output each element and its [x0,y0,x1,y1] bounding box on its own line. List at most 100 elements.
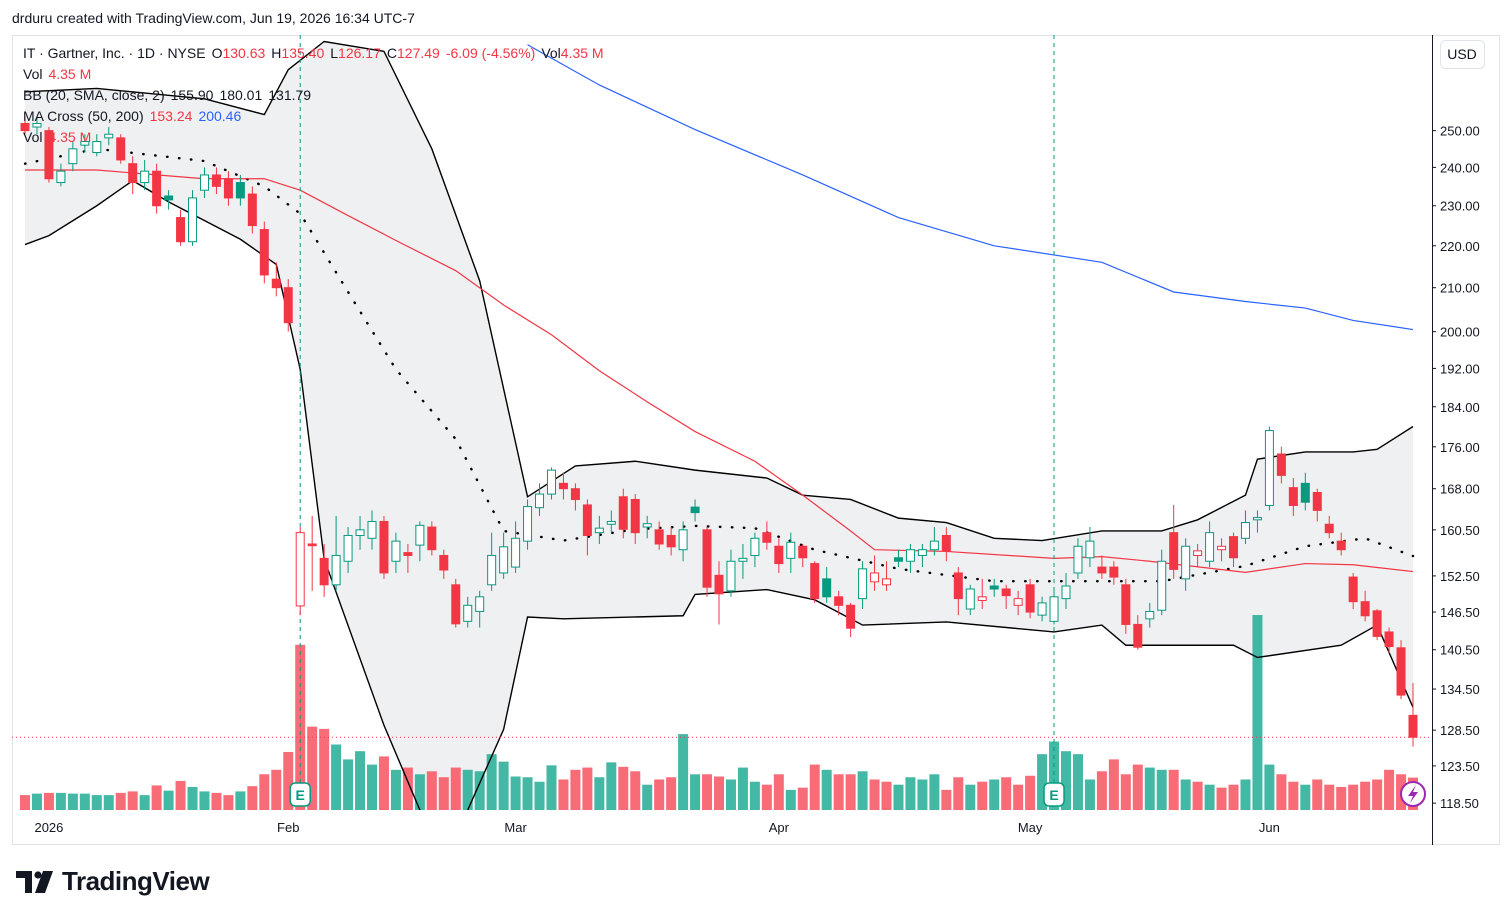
y-tick-label: 220.00 [1440,239,1480,254]
volume-bar [1336,786,1347,810]
ohlc: O130.63 H135.40 L126.17 C127.49 [212,43,440,64]
ohlc-value: 135.40 [281,45,325,61]
ohlc-key: O [211,45,223,61]
volume-bar [881,781,892,810]
candle-body [1312,491,1322,511]
candle-body [1408,714,1418,738]
y-tick-label: 210.00 [1440,281,1480,296]
indicator-list: Vol 4.35 M BB (20, SMA, close, 2) 155.90 180… [23,64,604,148]
volume-bar [714,776,724,810]
indicator-row: Vol 4.35 M [23,127,604,148]
volume-bar [1013,784,1024,810]
ohlc-item: L126.17 [330,43,381,64]
volume-bar [103,795,114,810]
candle-body [1145,610,1155,620]
volume-bar [1061,751,1071,810]
candle-body [235,182,245,199]
volume-bar [749,781,760,810]
volume-bar [187,786,198,810]
y-tick-label: 240.00 [1440,160,1480,175]
volume-bar [498,761,509,810]
earnings-badge [289,782,311,807]
y-tick-label: 168.00 [1440,482,1480,497]
volume-bar [1204,784,1215,810]
volume-bar [355,751,366,810]
candle-body [56,170,66,184]
volume-bar [1348,784,1359,810]
ohlc-key: C [386,45,397,61]
candle-body [343,534,353,562]
candle-body [1181,545,1191,580]
moving-average [527,44,1414,331]
ohlc-key: H [271,45,282,61]
candle-body [1193,550,1203,556]
candle-body [403,552,413,556]
volume-bar [642,784,653,810]
candle-body [283,287,293,324]
volume-bar [869,779,880,810]
candle-body [630,498,640,534]
candle-body [439,554,449,571]
indicator-name: MA Cross (50, 200) [23,108,144,124]
candle-body [140,170,150,184]
volume-bar [618,766,629,810]
symbol: IT · Gartner, Inc. · 1D · NYSE [23,45,206,61]
candle-body [295,532,305,607]
volume-bar [1288,781,1299,810]
ohlc-key: L [330,45,339,61]
candle-body [582,504,592,536]
volume-bar [1300,784,1311,810]
candle-body [1229,536,1239,559]
candle-body [1276,453,1286,476]
alert-bolt[interactable] [1408,785,1418,803]
earnings-badge [1043,782,1065,807]
volume-value: 4.35 M [560,45,604,61]
volume-bar [1372,779,1383,810]
x-tick-label: Jun [1259,820,1280,835]
volume-bar [905,777,916,810]
candle-body [259,229,269,276]
candle-body [822,578,832,598]
candle-body [882,578,892,586]
credit: drduru created with TradingView.com, Jun… [12,10,415,26]
candle-body [798,545,808,559]
candle-body [1240,522,1250,539]
indicator-name: Vol [23,66,43,82]
y-tick-label: 152.50 [1440,569,1480,584]
candle-body [917,549,927,556]
volume-bar [235,791,246,810]
x-tick-label: May [1018,820,1043,835]
earnings-label: E [1049,787,1058,803]
volume-bar [486,754,497,810]
volume-bar [833,774,844,810]
candle-body [32,122,42,128]
volume-bar [1156,769,1167,810]
candle-body [415,524,425,546]
candle-body [1360,601,1370,617]
volume-bar [426,771,437,810]
candle-body [558,482,568,490]
volume-bar [1132,764,1143,810]
candle-body [1085,540,1095,559]
volume-bar [546,765,557,810]
candle-body [546,469,556,495]
candle-body [1133,623,1143,648]
volume-bar [666,777,677,810]
currency-button[interactable] [1440,40,1485,69]
volume-bar [115,792,126,810]
candle-body [128,163,138,184]
currency-label[interactable]: USD [1447,46,1477,62]
candle-body [307,543,317,547]
candle-body [247,193,257,227]
volume-bar [690,774,701,810]
volume-bar [522,777,533,810]
ohlc-item: C127.49 [387,43,440,64]
candle-body [1288,487,1298,506]
volume-bar [917,779,928,810]
volume-bar [247,786,258,810]
volume-bar [402,767,413,810]
brand-logo: TradingView [16,866,210,897]
volume-bar [450,767,461,810]
alert-icon[interactable] [1400,781,1426,807]
